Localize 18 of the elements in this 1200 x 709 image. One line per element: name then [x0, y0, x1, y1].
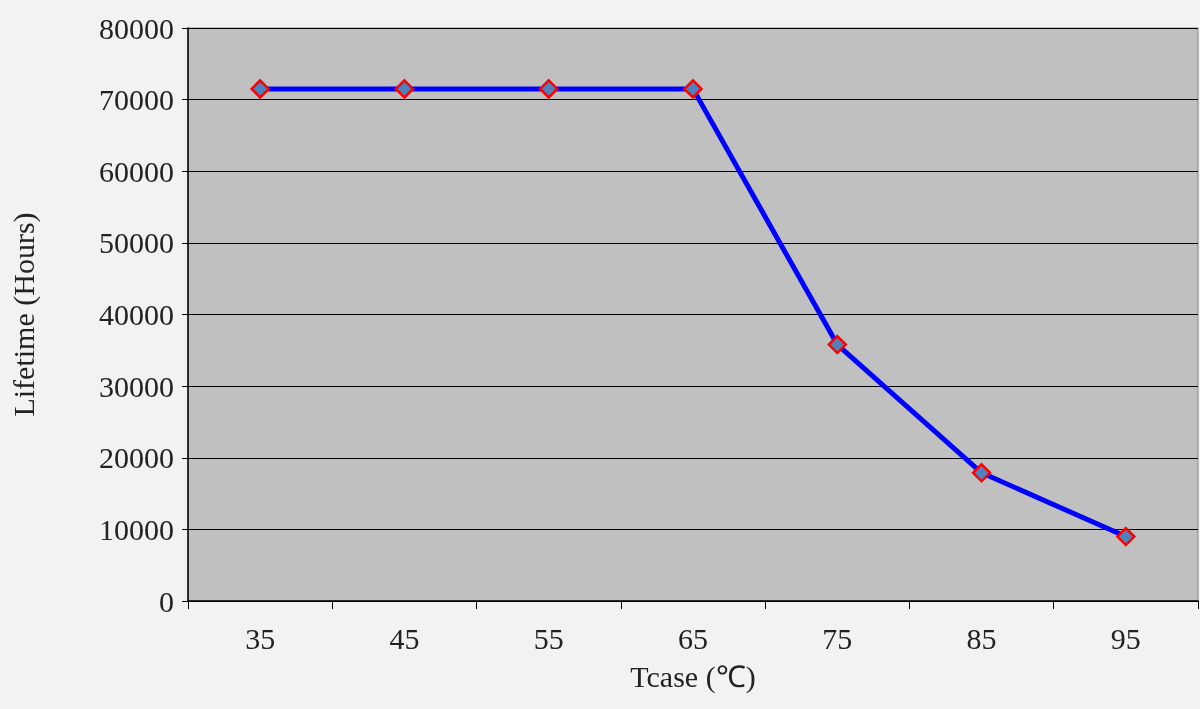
x-tick-label: 65 [678, 621, 708, 655]
y-tick-label: 0 [159, 584, 174, 618]
x-tick-label: 55 [533, 621, 564, 655]
y-tick-label: 80000 [99, 11, 174, 45]
y-tick-label: 70000 [99, 83, 174, 117]
x-axis-title: Tcase (℃) [630, 659, 756, 694]
y-tick-label: 60000 [99, 154, 174, 188]
x-tick-label: 35 [245, 621, 276, 655]
x-tick-label: 95 [1110, 621, 1141, 655]
x-tick-label: 75 [822, 621, 853, 655]
x-tick-label: 85 [966, 621, 997, 655]
x-tick-label: 45 [389, 621, 420, 655]
y-tick-label: 50000 [99, 226, 174, 260]
y-axis-title: Lifetime (Hours) [6, 212, 41, 417]
y-tick-label: 20000 [99, 441, 174, 475]
y-tick-label: 10000 [99, 512, 174, 546]
y-tick-label: 40000 [99, 298, 174, 331]
y-tick-label: 30000 [99, 369, 174, 403]
